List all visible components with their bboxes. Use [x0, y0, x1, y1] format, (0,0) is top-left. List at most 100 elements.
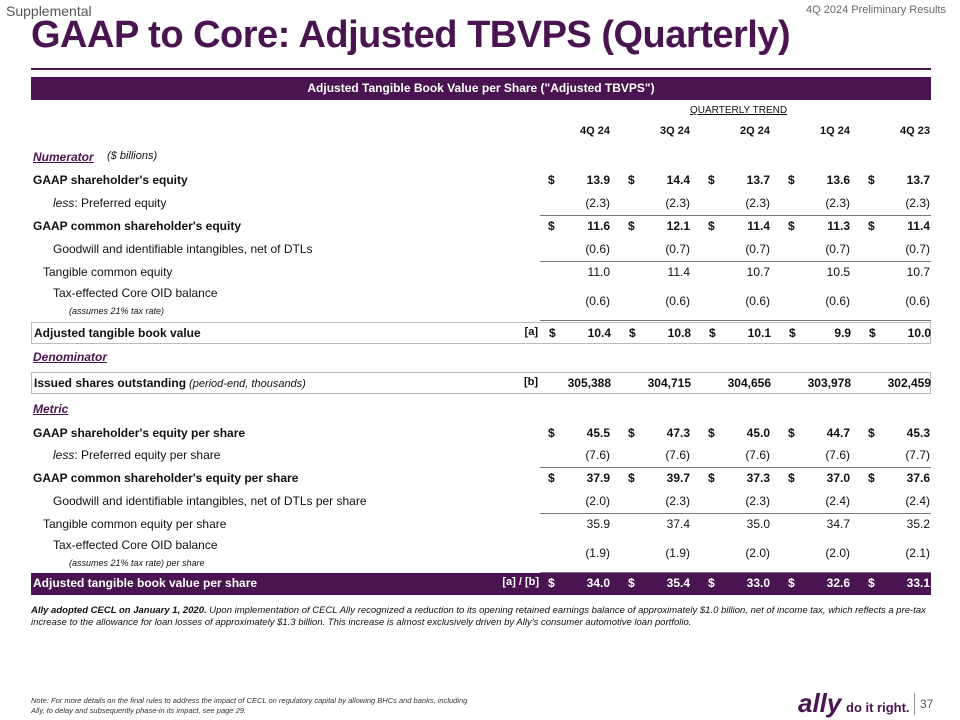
row-label-text: GAAP shareholder's equity per share [33, 426, 246, 440]
subtotal-rule [540, 320, 931, 321]
dollar-sign: $ [548, 219, 555, 233]
cell-value: (7.6) [745, 448, 770, 462]
cell-value: (0.7) [665, 242, 690, 256]
row-sublabel: (assumes 21% tax rate) per share [69, 558, 205, 568]
section-label: Numerator [33, 150, 94, 164]
cell-value: 37.6 [906, 471, 930, 485]
preliminary-label: 4Q 2024 Preliminary Results [805, 4, 946, 16]
dollar-sign: $ [709, 326, 716, 340]
row-label: Issued shares outstanding (period-end, th… [34, 376, 306, 390]
dollar-sign: $ [549, 326, 556, 340]
row-label-text: : Preferred equity [74, 196, 167, 210]
cell-value: (2.0) [825, 546, 850, 560]
cecl-note-text: Upon implementation of CECL Ally recogni… [31, 605, 926, 628]
cell-value: 44.7 [826, 426, 850, 440]
row-label-text: Tangible common equity per share [43, 517, 227, 531]
cell-value: (7.7) [905, 448, 930, 462]
cell-value: 11.4 [907, 219, 930, 233]
column-header: 2Q 24 [740, 125, 770, 137]
cell-value: 11.4 [747, 219, 770, 233]
cell-value: (2.0) [585, 494, 610, 508]
section-label: Metric [33, 402, 69, 416]
page-title: GAAP to Core: Adjusted TBVPS (Quarterly) [31, 14, 791, 56]
row-label: GAAP shareholder's equity [33, 173, 188, 187]
row-label: GAAP common shareholder's equity [33, 219, 241, 233]
table-row: GAAP shareholder's equity per share $45.5… [31, 424, 931, 444]
cell-value: 11.0 [587, 265, 610, 279]
dollar-sign: $ [708, 173, 715, 187]
table-row: Issued shares outstanding (period-end, th… [31, 372, 931, 394]
cell-value: 34.7 [826, 517, 850, 531]
dollar-sign: $ [868, 471, 875, 485]
row-label-text: Tangible common equity [43, 265, 173, 279]
table-row: Goodwill and identifiable intangibles, n… [31, 240, 931, 260]
cell-value: 33.0 [746, 576, 770, 590]
dollar-sign: $ [708, 576, 715, 590]
cell-value: (0.6) [825, 294, 850, 308]
dollar-sign: $ [548, 173, 555, 187]
cell-value: (2.1) [905, 546, 930, 560]
dollar-sign: $ [628, 426, 635, 440]
title-rule [31, 68, 931, 70]
cell-value: (0.7) [905, 242, 930, 256]
cell-value: (0.7) [745, 242, 770, 256]
cell-value: 11.4 [667, 265, 690, 279]
dollar-sign: $ [628, 471, 635, 485]
table-row: Goodwill and identifiable intangibles, n… [31, 492, 931, 512]
column-header: 3Q 24 [660, 125, 690, 137]
cell-value: 10.0 [907, 326, 931, 340]
table-row: Tax-effected Core OID balance (assumes 21… [31, 284, 931, 320]
row-label: Adjusted tangible book value [34, 326, 201, 340]
cell-value: (2.4) [825, 494, 850, 508]
dollar-sign: $ [548, 576, 555, 590]
row-label-text: GAAP common shareholder's equity [33, 219, 242, 233]
row-tag: [a] [524, 326, 538, 338]
cell-value: 34.0 [586, 576, 610, 590]
cell-value: 12.1 [666, 219, 690, 233]
subtotal-rule [540, 572, 931, 573]
row-tag: [b] [523, 376, 538, 388]
row-label-text: Goodwill and identifiable intangibles, n… [53, 494, 367, 508]
cell-value: 10.1 [747, 326, 771, 340]
dollar-sign: $ [548, 471, 555, 485]
row-label-sub: (period-end, thousands) [189, 378, 306, 390]
table-row: GAAP common shareholder's equity $11.6 $12… [31, 217, 931, 237]
row-label-text: Tax-effected Core OID balance [53, 538, 218, 552]
cell-value: (2.3) [825, 196, 850, 210]
page-number: 37 [920, 697, 934, 711]
row-label-text: GAAP shareholder's equity [33, 173, 188, 187]
cell-value: 10.7 [746, 265, 770, 279]
cell-value: 45.0 [746, 426, 770, 440]
cell-value: 37.4 [666, 517, 690, 531]
row-label-text: : Preferred equity per share [74, 448, 221, 462]
cell-value: 13.7 [746, 173, 770, 187]
dollar-sign: $ [869, 326, 876, 340]
cell-value: (0.6) [585, 294, 610, 308]
slogan: do it right. [846, 700, 910, 715]
cell-value: 45.5 [586, 426, 610, 440]
cell-value: (1.9) [585, 546, 610, 560]
cell-value: 37.9 [586, 471, 610, 485]
cell-value: (2.3) [745, 494, 770, 508]
cell-value: 302,459 [887, 376, 931, 390]
cell-value: (0.6) [905, 294, 930, 308]
cell-value: 10.5 [826, 265, 850, 279]
dollar-sign: $ [788, 576, 795, 590]
section-denominator: Denominator [31, 348, 931, 366]
ally-logo: ally [798, 688, 842, 718]
cell-value: 39.7 [666, 471, 690, 485]
cell-value: 305,388 [567, 376, 611, 390]
column-header: 4Q 23 [900, 125, 930, 137]
section-metric: Metric [31, 400, 931, 418]
cell-value: 32.6 [826, 576, 850, 590]
row-label: Tangible common equity [43, 265, 172, 279]
table-row: less: Preferred equity (2.3) (2.3) (2.3) (2.… [31, 194, 931, 214]
cell-value: 14.4 [666, 173, 690, 187]
dollar-sign: $ [788, 219, 795, 233]
table-row: Adjusted tangible book value per share [a… [31, 573, 931, 595]
cell-value: 9.9 [834, 326, 851, 340]
cell-value: 10.4 [587, 326, 611, 340]
row-label: less: Preferred equity [53, 196, 166, 210]
row-label-text: Goodwill and identifiable intangibles, n… [53, 242, 313, 256]
dollar-sign: $ [628, 219, 635, 233]
